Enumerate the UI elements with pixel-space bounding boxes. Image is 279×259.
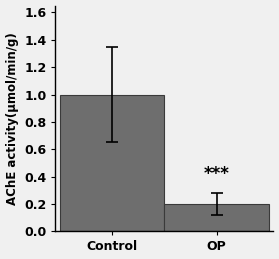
- Bar: [60, 95, 164, 232]
- Text: ***: ***: [204, 165, 230, 183]
- Y-axis label: AChE activity(μmol/min/g): AChE activity(μmol/min/g): [6, 32, 19, 205]
- Bar: [164, 204, 269, 232]
